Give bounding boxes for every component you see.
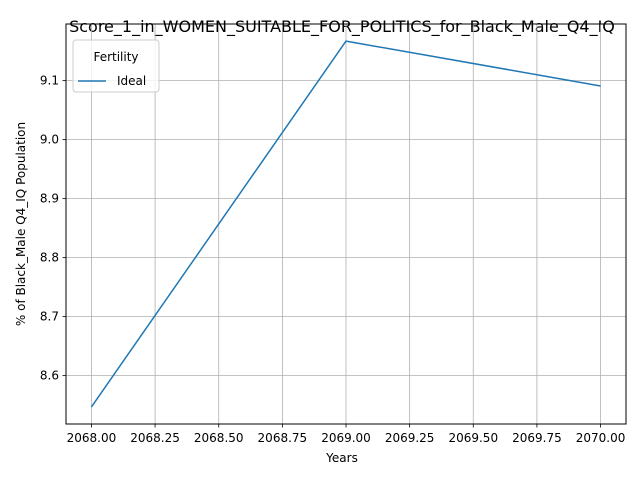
x-tick-label: 2068.50 <box>194 431 244 445</box>
y-axis-label: % of Black_Male Q4_IQ Population <box>14 122 28 326</box>
legend-box <box>72 39 160 93</box>
y-tick-label: 8.6 <box>40 369 59 383</box>
x-tick-label: 2069.75 <box>512 431 562 445</box>
x-tick-label: 2068.25 <box>130 431 180 445</box>
x-tick-label: 2070.00 <box>576 431 626 445</box>
x-tick-label: 2068.75 <box>258 431 308 445</box>
legend-label-ideal: Ideal <box>117 74 146 88</box>
series-layer <box>90 40 601 408</box>
grid-lines <box>66 24 626 424</box>
y-tick-label: 9.0 <box>40 133 59 147</box>
legend: Fertility Ideal <box>72 39 160 93</box>
x-tick-label: 2068.00 <box>67 431 117 445</box>
x-axis-ticks: 2068.00 2068.25 2068.50 2068.75 2069.00 2069.… <box>67 424 626 445</box>
y-tick-label: 8.9 <box>40 192 59 206</box>
legend-title: Fertility <box>93 50 138 64</box>
x-tick-label: 2069.00 <box>321 431 371 445</box>
x-tick-label: 2069.50 <box>448 431 498 445</box>
y-axis-ticks: 8.6 8.7 8.8 8.9 9.0 9.1 <box>40 74 66 383</box>
chart-title: Score_1_in_WOMEN_SUITABLE_FOR_POLITICS_f… <box>69 17 615 37</box>
y-tick-label: 8.7 <box>40 310 59 324</box>
x-tick-label: 2069.25 <box>385 431 435 445</box>
y-tick-label: 9.1 <box>40 74 59 88</box>
y-tick-label: 8.8 <box>40 251 59 265</box>
x-axis-label: Years <box>325 451 358 465</box>
